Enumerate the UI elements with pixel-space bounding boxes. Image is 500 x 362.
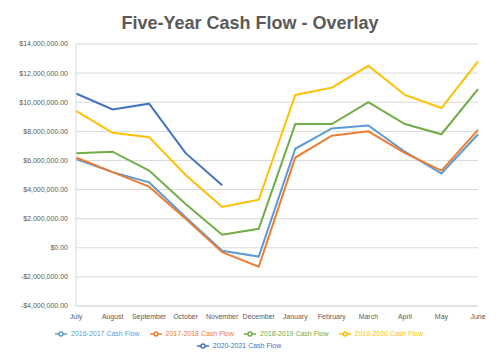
svg-text:June: June xyxy=(470,313,485,320)
svg-text:$6,000,000.00: $6,000,000.00 xyxy=(23,157,68,164)
svg-text:$14,000,000.00: $14,000,000.00 xyxy=(19,40,68,47)
svg-text:-$2,000,000.00: -$2,000,000.00 xyxy=(21,273,68,280)
html-text:2020-2021 Cash Flow: 2020-2021 Cash Flow xyxy=(212,341,282,349)
svg-text:December: December xyxy=(243,313,276,320)
html-text:Five-Year Cash Flow - Overlay: Five-Year Cash Flow - Overlay xyxy=(121,13,379,33)
svg-text:November: November xyxy=(206,313,239,320)
svg-text:$0.00: $0.00 xyxy=(50,244,68,251)
svg-text:February: February xyxy=(318,313,347,321)
html-text:2018-2019 Cash Flow: 2018-2019 Cash Flow xyxy=(260,329,329,337)
svg-text:$10,000,000.00: $10,000,000.00 xyxy=(19,99,68,106)
svg-text:October: October xyxy=(173,313,199,320)
html-text:2016-2017 Cash Flow: 2016-2017 Cash Flow xyxy=(71,329,140,337)
html-text:2019-2020 Cash Flow: 2019-2020 Cash Flow xyxy=(354,329,423,337)
svg-text:January: January xyxy=(283,313,308,321)
svg-text:May: May xyxy=(435,313,449,321)
svg-text:$12,000,000.00: $12,000,000.00 xyxy=(19,70,68,77)
svg-text:September: September xyxy=(132,313,167,321)
svg-text:$4,000,000.00: $4,000,000.00 xyxy=(23,186,68,193)
html-text:2017-2018 Cash Flow: 2017-2018 Cash Flow xyxy=(165,329,234,337)
svg-text:April: April xyxy=(398,313,412,321)
svg-text:August: August xyxy=(102,313,124,321)
svg-text:July: July xyxy=(70,313,83,321)
svg-text:$2,000,000.00: $2,000,000.00 xyxy=(23,215,68,222)
svg-text:$8,000,000.00: $8,000,000.00 xyxy=(23,128,68,135)
svg-text:March: March xyxy=(359,313,379,320)
svg-text:-$4,000,000.00: -$4,000,000.00 xyxy=(21,302,68,309)
